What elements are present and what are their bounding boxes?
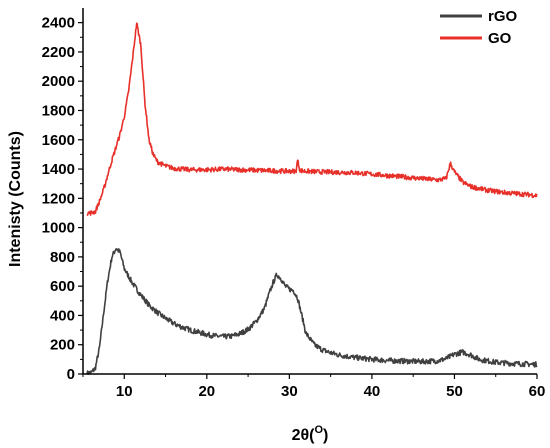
y-tick-label: 200 bbox=[50, 337, 75, 354]
y-tick-label: 2000 bbox=[42, 73, 75, 90]
y-tick-label: 800 bbox=[50, 249, 75, 266]
y-tick-label: 1800 bbox=[42, 102, 75, 119]
legend: rGO GO bbox=[440, 8, 518, 47]
x-axis-title-superscript: O bbox=[314, 424, 323, 436]
x-tick-label: 60 bbox=[529, 383, 546, 400]
x-tick-label: 10 bbox=[116, 383, 133, 400]
y-tick-label: 400 bbox=[50, 307, 75, 324]
legend-label-rgo: rGO bbox=[488, 8, 518, 25]
y-tick-label: 1600 bbox=[42, 132, 75, 149]
y-tick-label: 1000 bbox=[42, 220, 75, 237]
x-tick-label: 50 bbox=[446, 383, 463, 400]
y-tick-label: 2400 bbox=[42, 15, 75, 32]
tick-labels: 0 200 400 600 800 1000 1200 1400 1600 1800 2000 220… bbox=[42, 15, 546, 400]
y-tick-label: 0 bbox=[67, 366, 75, 383]
series-line-go bbox=[86, 22, 538, 216]
y-tick-label: 2200 bbox=[42, 44, 75, 61]
x-tick-label: 20 bbox=[198, 383, 215, 400]
series-line-rgo bbox=[86, 248, 538, 375]
y-tick-label: 600 bbox=[50, 278, 75, 295]
y-axis-title: Intenisty (Counts) bbox=[7, 131, 24, 267]
axes bbox=[78, 8, 538, 379]
x-tick-label: 30 bbox=[281, 383, 298, 400]
y-tick-label: 1400 bbox=[42, 161, 75, 178]
y-tick-label: 1200 bbox=[42, 190, 75, 207]
legend-label-go: GO bbox=[488, 30, 512, 47]
x-axis-title: 2θ(O) bbox=[292, 424, 329, 444]
x-tick-label: 40 bbox=[364, 383, 381, 400]
series-layer bbox=[86, 22, 538, 375]
